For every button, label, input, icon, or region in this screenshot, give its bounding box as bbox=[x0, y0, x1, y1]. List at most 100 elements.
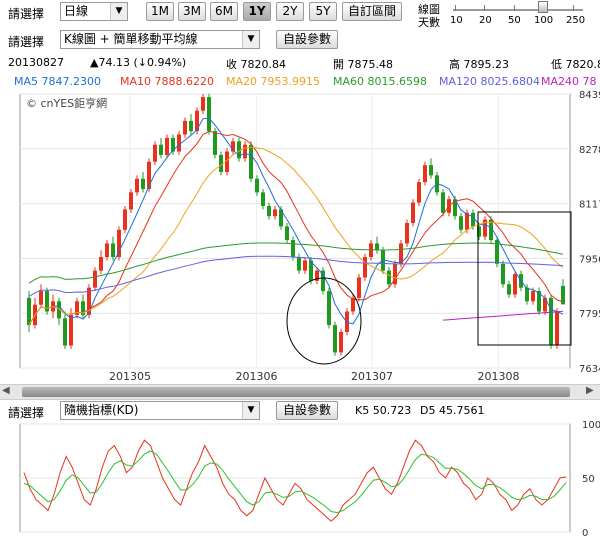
ma-line bbox=[28, 117, 564, 326]
custom-range-button[interactable]: 自訂區間 bbox=[342, 2, 402, 21]
candle-body bbox=[249, 144, 253, 179]
range-3m-button[interactable]: 3M bbox=[178, 2, 206, 21]
range-1m-button[interactable]: 1M bbox=[146, 2, 174, 21]
candle-body bbox=[411, 202, 415, 224]
indicator-select[interactable]: 隨機指標(KD) ▼ bbox=[60, 401, 260, 420]
candle-body bbox=[405, 223, 409, 244]
price-chart[interactable]: 843982788117795677957634 201305201306201… bbox=[0, 88, 600, 383]
candle-body bbox=[483, 219, 487, 237]
candle-body bbox=[309, 260, 313, 281]
ma-line bbox=[28, 242, 564, 284]
scrollbar-thumb[interactable] bbox=[22, 387, 570, 397]
candle-body bbox=[45, 291, 49, 312]
period-select-value: 日線 bbox=[64, 4, 89, 18]
scroll-right-icon[interactable]: ▶ bbox=[586, 385, 594, 396]
candle-body bbox=[219, 154, 223, 172]
ma240-legend: MA240 78 bbox=[541, 75, 597, 88]
ma60-legend: MA60 8015.6598 bbox=[333, 75, 427, 88]
days-tick bbox=[484, 5, 485, 11]
candle-body bbox=[75, 301, 79, 315]
candle-body bbox=[93, 270, 97, 288]
period-select[interactable]: 日線 ▼ bbox=[60, 2, 128, 21]
period-label: 請選擇 bbox=[8, 7, 45, 21]
ma240-line bbox=[442, 310, 564, 321]
chart-params-button[interactable]: 自設參數 bbox=[276, 30, 338, 49]
chart-type-select[interactable]: K線圖 + 簡單移動平均線 ▼ bbox=[60, 30, 260, 49]
quote-change: ▲74.13 (↓0.94%) bbox=[90, 56, 187, 69]
candle-body bbox=[243, 144, 247, 159]
candle-body bbox=[195, 110, 199, 132]
candle-body bbox=[69, 314, 73, 346]
k-value: K5 50.723 bbox=[355, 404, 412, 417]
candle-body bbox=[231, 141, 235, 152]
candle-body bbox=[207, 97, 211, 132]
candle-body bbox=[549, 297, 553, 346]
ma20-legend: MA20 7953.9915 bbox=[226, 75, 320, 88]
candle-body bbox=[393, 263, 397, 285]
candle-body bbox=[87, 287, 91, 315]
kd-chart[interactable]: 100 50 0 bbox=[0, 420, 600, 544]
highlight-box bbox=[477, 211, 572, 346]
candle-body bbox=[165, 137, 169, 155]
candle-body bbox=[525, 287, 529, 302]
candle-body bbox=[357, 277, 361, 298]
candle-body bbox=[201, 97, 205, 111]
candle-body bbox=[501, 263, 505, 285]
candle-body bbox=[285, 226, 289, 241]
chart-scrollbar[interactable]: ◀ ▶ bbox=[0, 384, 600, 400]
candle-body bbox=[261, 192, 265, 206]
date-tick-label: 201305 bbox=[109, 370, 151, 383]
watermark: © cnYES鉅亨網 bbox=[26, 96, 107, 110]
kd-grid bbox=[20, 423, 570, 533]
candle-body bbox=[99, 257, 103, 271]
date-tick-label: 201307 bbox=[351, 370, 393, 383]
candle-body bbox=[561, 285, 565, 305]
ma10-legend: MA10 7888.6220 bbox=[120, 75, 214, 88]
candle-body bbox=[303, 260, 307, 271]
candle-body bbox=[147, 161, 151, 189]
ma-line bbox=[28, 255, 564, 297]
days-tick-label: 50 bbox=[508, 15, 521, 26]
quote-low: 低 7820.84 bbox=[551, 58, 600, 71]
ma-line bbox=[28, 146, 564, 326]
scroll-left-icon[interactable]: ◀ bbox=[2, 385, 10, 396]
candle-body bbox=[543, 297, 547, 312]
range-2y-button[interactable]: 2Y bbox=[276, 2, 304, 21]
range-6m-button[interactable]: 6M bbox=[210, 2, 238, 21]
candle-body bbox=[123, 209, 127, 230]
kd-tick-label: 50 bbox=[582, 474, 595, 485]
candle-body bbox=[363, 257, 367, 278]
days-tick bbox=[514, 5, 515, 11]
range-1y-button[interactable]: 1Y bbox=[243, 2, 271, 21]
date-axis: 201305 201306 201307 201308 bbox=[109, 370, 520, 383]
chevron-down-icon: ▼ bbox=[110, 3, 127, 20]
days-tick-label: 10 bbox=[450, 15, 463, 26]
candle-body bbox=[57, 301, 61, 319]
ma-line bbox=[28, 130, 564, 326]
kd-tick-label: 100 bbox=[582, 420, 600, 431]
days-slider-track[interactable] bbox=[453, 9, 583, 11]
ma5-legend: MA5 7847.2300 bbox=[14, 75, 101, 88]
candle-body bbox=[141, 178, 145, 189]
quote-high: 高 7895.23 bbox=[449, 58, 509, 71]
candle-body bbox=[63, 318, 67, 346]
candles bbox=[27, 93, 565, 356]
kd-line-d5 bbox=[23, 450, 567, 514]
indicator-params-button[interactable]: 自設參數 bbox=[276, 401, 338, 420]
ma120-legend: MA120 8025.6804 bbox=[439, 75, 540, 88]
days-slider-handle[interactable] bbox=[538, 1, 548, 13]
candle-body bbox=[225, 151, 229, 172]
candle-body bbox=[333, 325, 337, 353]
days-tick-label: 100 bbox=[534, 15, 554, 26]
candle-body bbox=[537, 291, 541, 312]
candle-body bbox=[129, 192, 133, 210]
range-5y-button[interactable]: 5Y bbox=[309, 2, 337, 21]
chevron-down-icon: ▼ bbox=[242, 31, 259, 48]
chevron-down-icon: ▼ bbox=[242, 402, 259, 419]
candle-body bbox=[531, 291, 535, 302]
candle-body bbox=[513, 274, 517, 295]
days-label-bottom: 天數 bbox=[418, 16, 440, 29]
kd-line-k5 bbox=[23, 439, 567, 522]
